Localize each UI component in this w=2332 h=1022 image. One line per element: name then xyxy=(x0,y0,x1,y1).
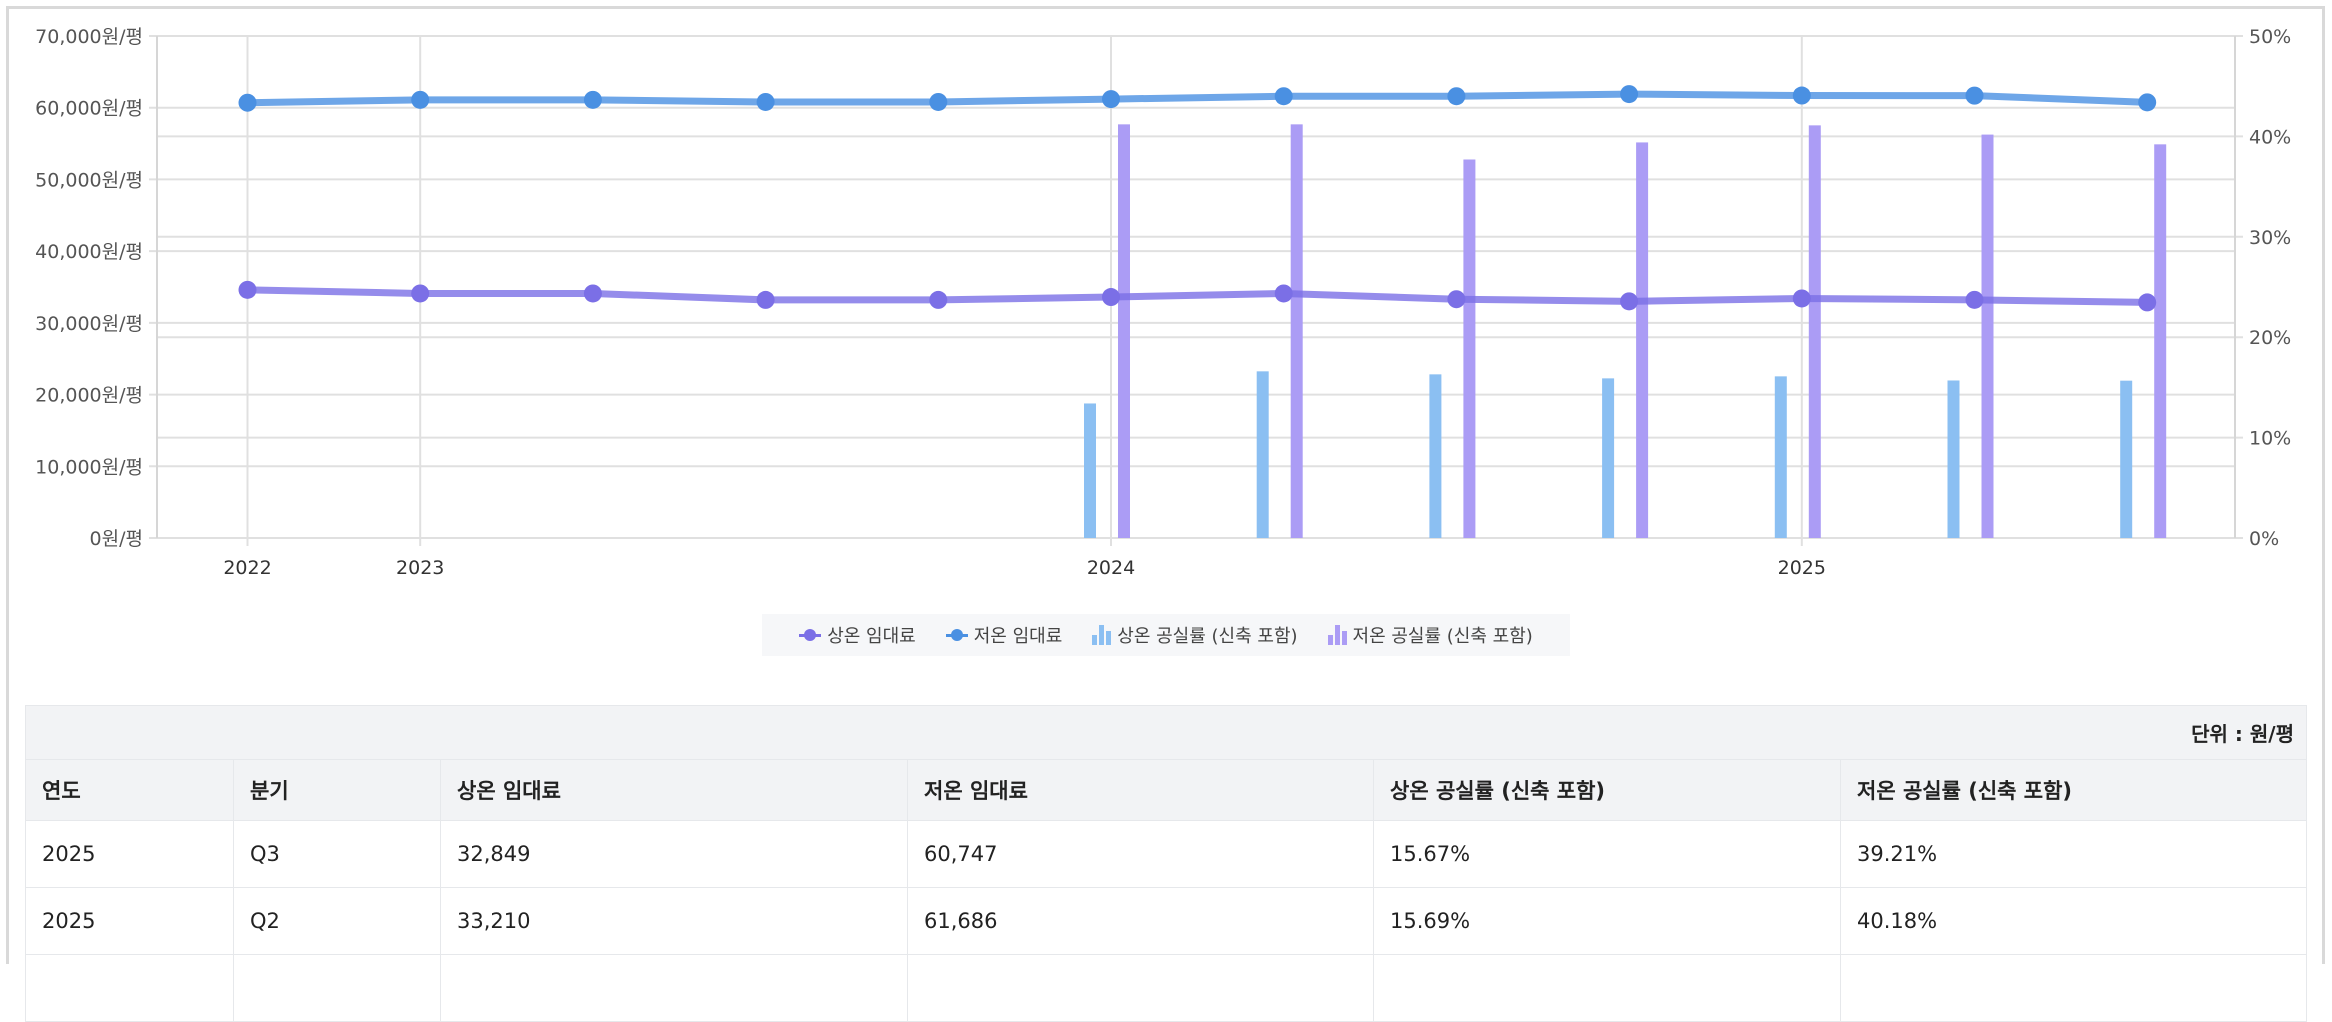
point-cold-rent xyxy=(1447,87,1466,106)
bar-room-vacancy xyxy=(1774,376,1787,538)
point-cold-rent xyxy=(411,90,430,109)
bar-cold-vacancy xyxy=(2154,144,2167,538)
bar-chart-icon xyxy=(1327,625,1347,645)
header-cold-rent: 저온 임대료 xyxy=(907,759,1374,821)
bar-room-vacancy xyxy=(2120,380,2133,538)
header-room-vacancy: 상온 공실률 (신축 포함) xyxy=(1373,759,1841,821)
point-cold-rent xyxy=(929,92,948,111)
y-left-tick-label: 30,000원/평 xyxy=(35,313,143,335)
bar-cold-vacancy xyxy=(1636,142,1649,538)
header-room-rent: 상온 임대료 xyxy=(440,759,908,821)
y-left-tick-label: 50,000원/평 xyxy=(35,169,143,191)
cell-year: 2025 xyxy=(25,887,234,955)
cell-room-rent: 32,849 xyxy=(440,820,908,888)
x-tick-label: 2024 xyxy=(1087,557,1135,579)
x-tick-label: 2025 xyxy=(1778,557,1826,579)
y-left-tick-label: 20,000원/평 xyxy=(35,385,143,407)
line-room-rent xyxy=(247,286,2148,306)
y-right-tick-label: 30% xyxy=(2249,227,2291,249)
point-cold-rent xyxy=(238,93,257,112)
y-left-tick-label: 40,000원/평 xyxy=(35,241,143,263)
y-left-tick-label: 70,000원/평 xyxy=(35,26,143,48)
point-room-rent xyxy=(1620,292,1639,311)
chart-legend: 상온 임대료 저온 임대료 상온 공실률 (신축 포함) 저온 공실률 (신축 … xyxy=(762,614,1570,656)
cell-year: 2025 xyxy=(25,820,234,888)
cell-cold-vacancy: 39.21% xyxy=(1840,820,2307,888)
y-right-tick-label: 10% xyxy=(2249,428,2291,450)
bar-room-vacancy xyxy=(1602,378,1615,538)
point-room-rent xyxy=(1274,284,1293,303)
bar-cold-vacancy xyxy=(1981,134,1994,538)
point-room-rent xyxy=(1792,289,1811,308)
bar-room-vacancy xyxy=(1429,374,1442,538)
combo-chart: 0원/평 10,000원/평 20,000원/평 30,000원/평 40,000원/평… xyxy=(35,26,2291,579)
cell-room-vacancy: 15.67% xyxy=(1373,820,1841,888)
bar-cold-vacancy xyxy=(1290,124,1303,539)
legend-item-room-rent[interactable]: 상온 임대료 xyxy=(799,622,916,648)
cell-room-rent: 33,210 xyxy=(440,887,908,955)
legend-item-cold-vacancy[interactable]: 저온 공실률 (신축 포함) xyxy=(1327,622,1533,648)
header-year: 연도 xyxy=(25,759,234,821)
line-marker-icon xyxy=(799,629,822,641)
x-tick-label: 2022 xyxy=(223,557,271,579)
cell-quarter: Q3 xyxy=(233,820,441,888)
bar-room-vacancy xyxy=(1947,380,1960,538)
point-cold-rent xyxy=(1274,87,1293,106)
legend-label: 상온 임대료 xyxy=(827,626,916,647)
line-marker-icon xyxy=(945,629,968,641)
point-cold-rent xyxy=(2138,93,2157,112)
cell-quarter: Q2 xyxy=(233,887,441,955)
x-tick-label: 2023 xyxy=(396,557,444,579)
legend-label: 상온 공실률 (신축 포함) xyxy=(1117,626,1298,647)
bar-chart-icon xyxy=(1092,625,1112,645)
legend-item-cold-rent[interactable]: 저온 임대료 xyxy=(945,622,1063,648)
y-right-tick-label: 20% xyxy=(2249,327,2291,349)
point-cold-rent xyxy=(1620,85,1639,104)
y-left-tick-label: 60,000원/평 xyxy=(35,98,143,120)
header-cold-vacancy: 저온 공실률 (신축 포함) xyxy=(1840,759,2307,821)
y-left-tick-label: 0원/평 xyxy=(90,528,143,550)
point-room-rent xyxy=(2138,293,2157,312)
y-right-tick-label: 50% xyxy=(2249,26,2291,48)
y-left-tick-label: 10,000원/평 xyxy=(35,456,143,478)
unit-label: 단위 : 원/평 xyxy=(25,705,2307,760)
point-room-rent xyxy=(756,290,775,309)
point-room-rent xyxy=(1102,288,1120,307)
legend-label: 저온 임대료 xyxy=(973,626,1063,647)
bar-cold-vacancy xyxy=(1118,124,1130,539)
bar-room-vacancy xyxy=(1256,371,1269,538)
point-room-rent xyxy=(1965,290,1984,309)
y-right-tick-label: 0% xyxy=(2249,528,2279,550)
table-row xyxy=(25,954,2307,1022)
point-room-rent xyxy=(411,284,430,303)
data-table: 단위 : 원/평 연도 분기 상온 임대료 저온 임대료 상온 공실률 (신축 … xyxy=(25,705,2307,1022)
bar-cold-vacancy xyxy=(1808,125,1821,538)
cell-cold-vacancy: 40.18% xyxy=(1840,887,2307,955)
header-quarter: 분기 xyxy=(233,759,441,821)
point-cold-rent xyxy=(1965,86,1984,105)
y-right-tick-label: 40% xyxy=(2249,126,2291,148)
point-cold-rent xyxy=(1792,86,1811,105)
cell-cold-rent: 60,747 xyxy=(907,820,1374,888)
table-row: 2025 Q3 32,849 60,747 15.67% 39.21% xyxy=(25,820,2307,888)
cell-cold-rent: 61,686 xyxy=(907,887,1374,955)
legend-item-room-vacancy[interactable]: 상온 공실률 (신축 포함) xyxy=(1092,622,1298,648)
point-room-rent xyxy=(583,284,602,303)
point-cold-rent xyxy=(583,90,602,109)
bar-cold-vacancy xyxy=(1463,159,1476,538)
point-cold-rent xyxy=(756,92,775,111)
point-cold-rent xyxy=(1102,90,1120,109)
point-room-rent xyxy=(929,290,948,309)
legend-label: 저온 공실률 (신축 포함) xyxy=(1352,626,1533,647)
line-cold-rent xyxy=(247,90,2148,107)
point-room-rent xyxy=(1447,290,1466,309)
table-row: 2025 Q2 33,210 61,686 15.69% 40.18% xyxy=(25,887,2307,955)
chart-panel xyxy=(6,6,2325,964)
bar-room-vacancy xyxy=(1084,403,1096,538)
cell-room-vacancy: 15.69% xyxy=(1373,887,1841,955)
point-room-rent xyxy=(238,280,257,299)
